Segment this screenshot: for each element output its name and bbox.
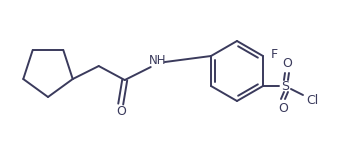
Text: F: F [271,48,278,60]
Text: S: S [281,80,289,92]
Text: O: O [116,105,126,118]
Text: O: O [282,57,292,69]
Text: NH: NH [149,54,166,67]
Text: Cl: Cl [306,94,318,107]
Text: O: O [278,103,288,115]
